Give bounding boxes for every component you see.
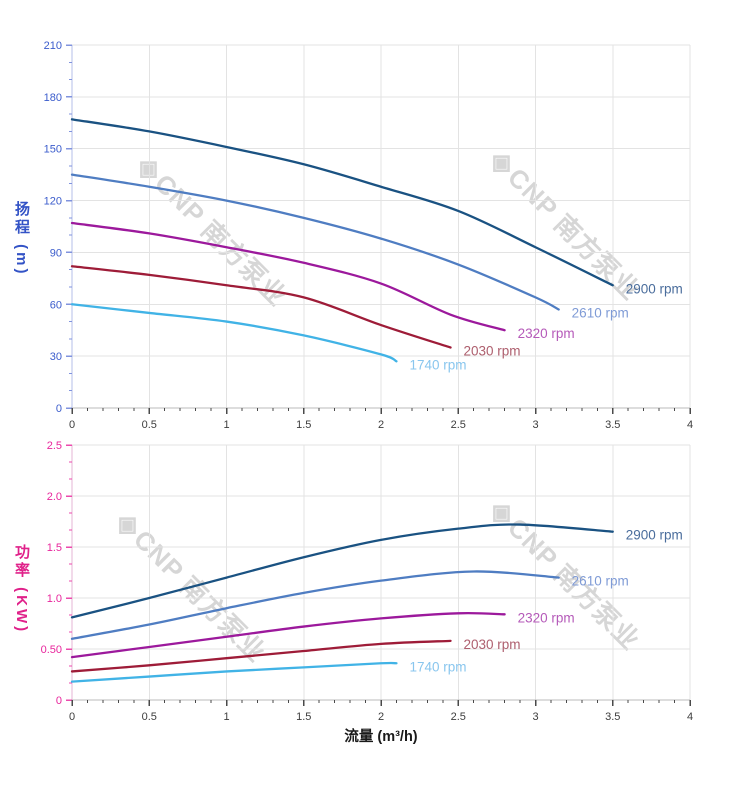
y-tick-label: 150 bbox=[44, 144, 62, 156]
series-label-2320-rpm: 2320 rpm bbox=[518, 610, 575, 625]
y-tick-label: 30 bbox=[50, 351, 62, 363]
y-axis: 0 0.50 1.0 1.5 2.0 2.5 bbox=[41, 440, 73, 707]
x-tick-label: 3 bbox=[532, 711, 538, 723]
x-tick-label: 0 bbox=[69, 711, 75, 723]
series-label-1740-rpm: 1740 rpm bbox=[409, 659, 466, 674]
x-tick-label: 0 bbox=[69, 419, 75, 431]
series-label-2320-rpm: 2320 rpm bbox=[518, 326, 575, 341]
y-tick-label: 0.50 bbox=[41, 644, 62, 656]
x-tick-label: 1 bbox=[223, 711, 229, 723]
y-axis: 0 30 60 90 120 150 180 210 bbox=[44, 40, 73, 415]
curve-2320-rpm bbox=[70, 221, 506, 332]
head-axis-title: 扬程 (m) bbox=[13, 201, 30, 277]
series-label-2610-rpm: 2610 rpm bbox=[572, 574, 629, 589]
series-label-2900-rpm: 2900 rpm bbox=[626, 528, 683, 543]
x-tick-label: 0.5 bbox=[142, 711, 157, 723]
x-tick-label: 1.5 bbox=[296, 711, 311, 723]
y-tick-label: 90 bbox=[50, 247, 62, 259]
series-label-2030-rpm: 2030 rpm bbox=[464, 344, 521, 359]
series-label-2900-rpm: 2900 rpm bbox=[626, 281, 683, 296]
series-label-1740-rpm: 1740 rpm bbox=[409, 357, 466, 372]
x-tick-label: 2.5 bbox=[451, 711, 466, 723]
x-tick-label: 3 bbox=[532, 419, 538, 431]
x-tick-label: 2 bbox=[378, 711, 384, 723]
curve-2610-rpm bbox=[70, 570, 560, 640]
y-tick-label: 1.0 bbox=[47, 593, 62, 605]
curve-1740-rpm bbox=[70, 303, 398, 363]
x-tick-label: 1.5 bbox=[296, 419, 311, 431]
x-tick-label: 4 bbox=[687, 419, 693, 431]
head-vs-flow-chart: 0 30 60 90 120 150 180 210 0 0.5 1 1.5 2 2.5 3 3.5 4 2900… bbox=[44, 40, 693, 431]
y-tick-label: 120 bbox=[44, 196, 62, 208]
x-tick-label: 2 bbox=[378, 419, 384, 431]
curve-2610-rpm bbox=[70, 173, 560, 311]
x-axis: 0 0.5 1 1.5 2 2.5 3 3.5 4 bbox=[69, 699, 693, 723]
y-tick-label: 0 bbox=[56, 403, 62, 415]
gridlines bbox=[72, 44, 691, 408]
x-tick-label: 3.5 bbox=[605, 711, 620, 723]
flow-axis-title: 流量 (m³/h) bbox=[344, 729, 418, 745]
x-tick-label: 3.5 bbox=[605, 419, 620, 431]
y-tick-label: 0 bbox=[56, 695, 62, 707]
curve-1740-rpm bbox=[70, 661, 398, 683]
x-tick-label: 0.5 bbox=[142, 419, 157, 431]
curve-2900-rpm bbox=[70, 523, 614, 619]
curve-2900-rpm bbox=[70, 118, 614, 287]
curve-2030-rpm bbox=[70, 265, 452, 349]
x-tick-label: 1 bbox=[223, 419, 229, 431]
y-tick-label: 2.5 bbox=[47, 440, 62, 452]
x-axis: 0 0.5 1 1.5 2 2.5 3 3.5 4 bbox=[69, 407, 693, 431]
y-tick-label: 180 bbox=[44, 92, 62, 104]
x-tick-label: 4 bbox=[687, 711, 693, 723]
y-tick-label: 210 bbox=[44, 40, 62, 52]
power-vs-flow-chart: 0 0.50 1.0 1.5 2.0 2.5 0 0.5 1 1.5 2 2.5 3 3.5 4 2900 r… bbox=[41, 440, 693, 723]
x-tick-label: 2.5 bbox=[451, 419, 466, 431]
curve-2030-rpm bbox=[70, 639, 452, 673]
y-tick-label: 1.5 bbox=[47, 542, 62, 554]
series-label-2610-rpm: 2610 rpm bbox=[572, 305, 629, 320]
series-label-2030-rpm: 2030 rpm bbox=[464, 637, 521, 652]
gridlines bbox=[72, 444, 691, 700]
y-tick-label: 60 bbox=[50, 299, 62, 311]
power-axis-title: 功率 (KW) bbox=[13, 544, 30, 635]
y-tick-label: 2.0 bbox=[47, 491, 62, 503]
curve-2320-rpm bbox=[70, 611, 506, 659]
